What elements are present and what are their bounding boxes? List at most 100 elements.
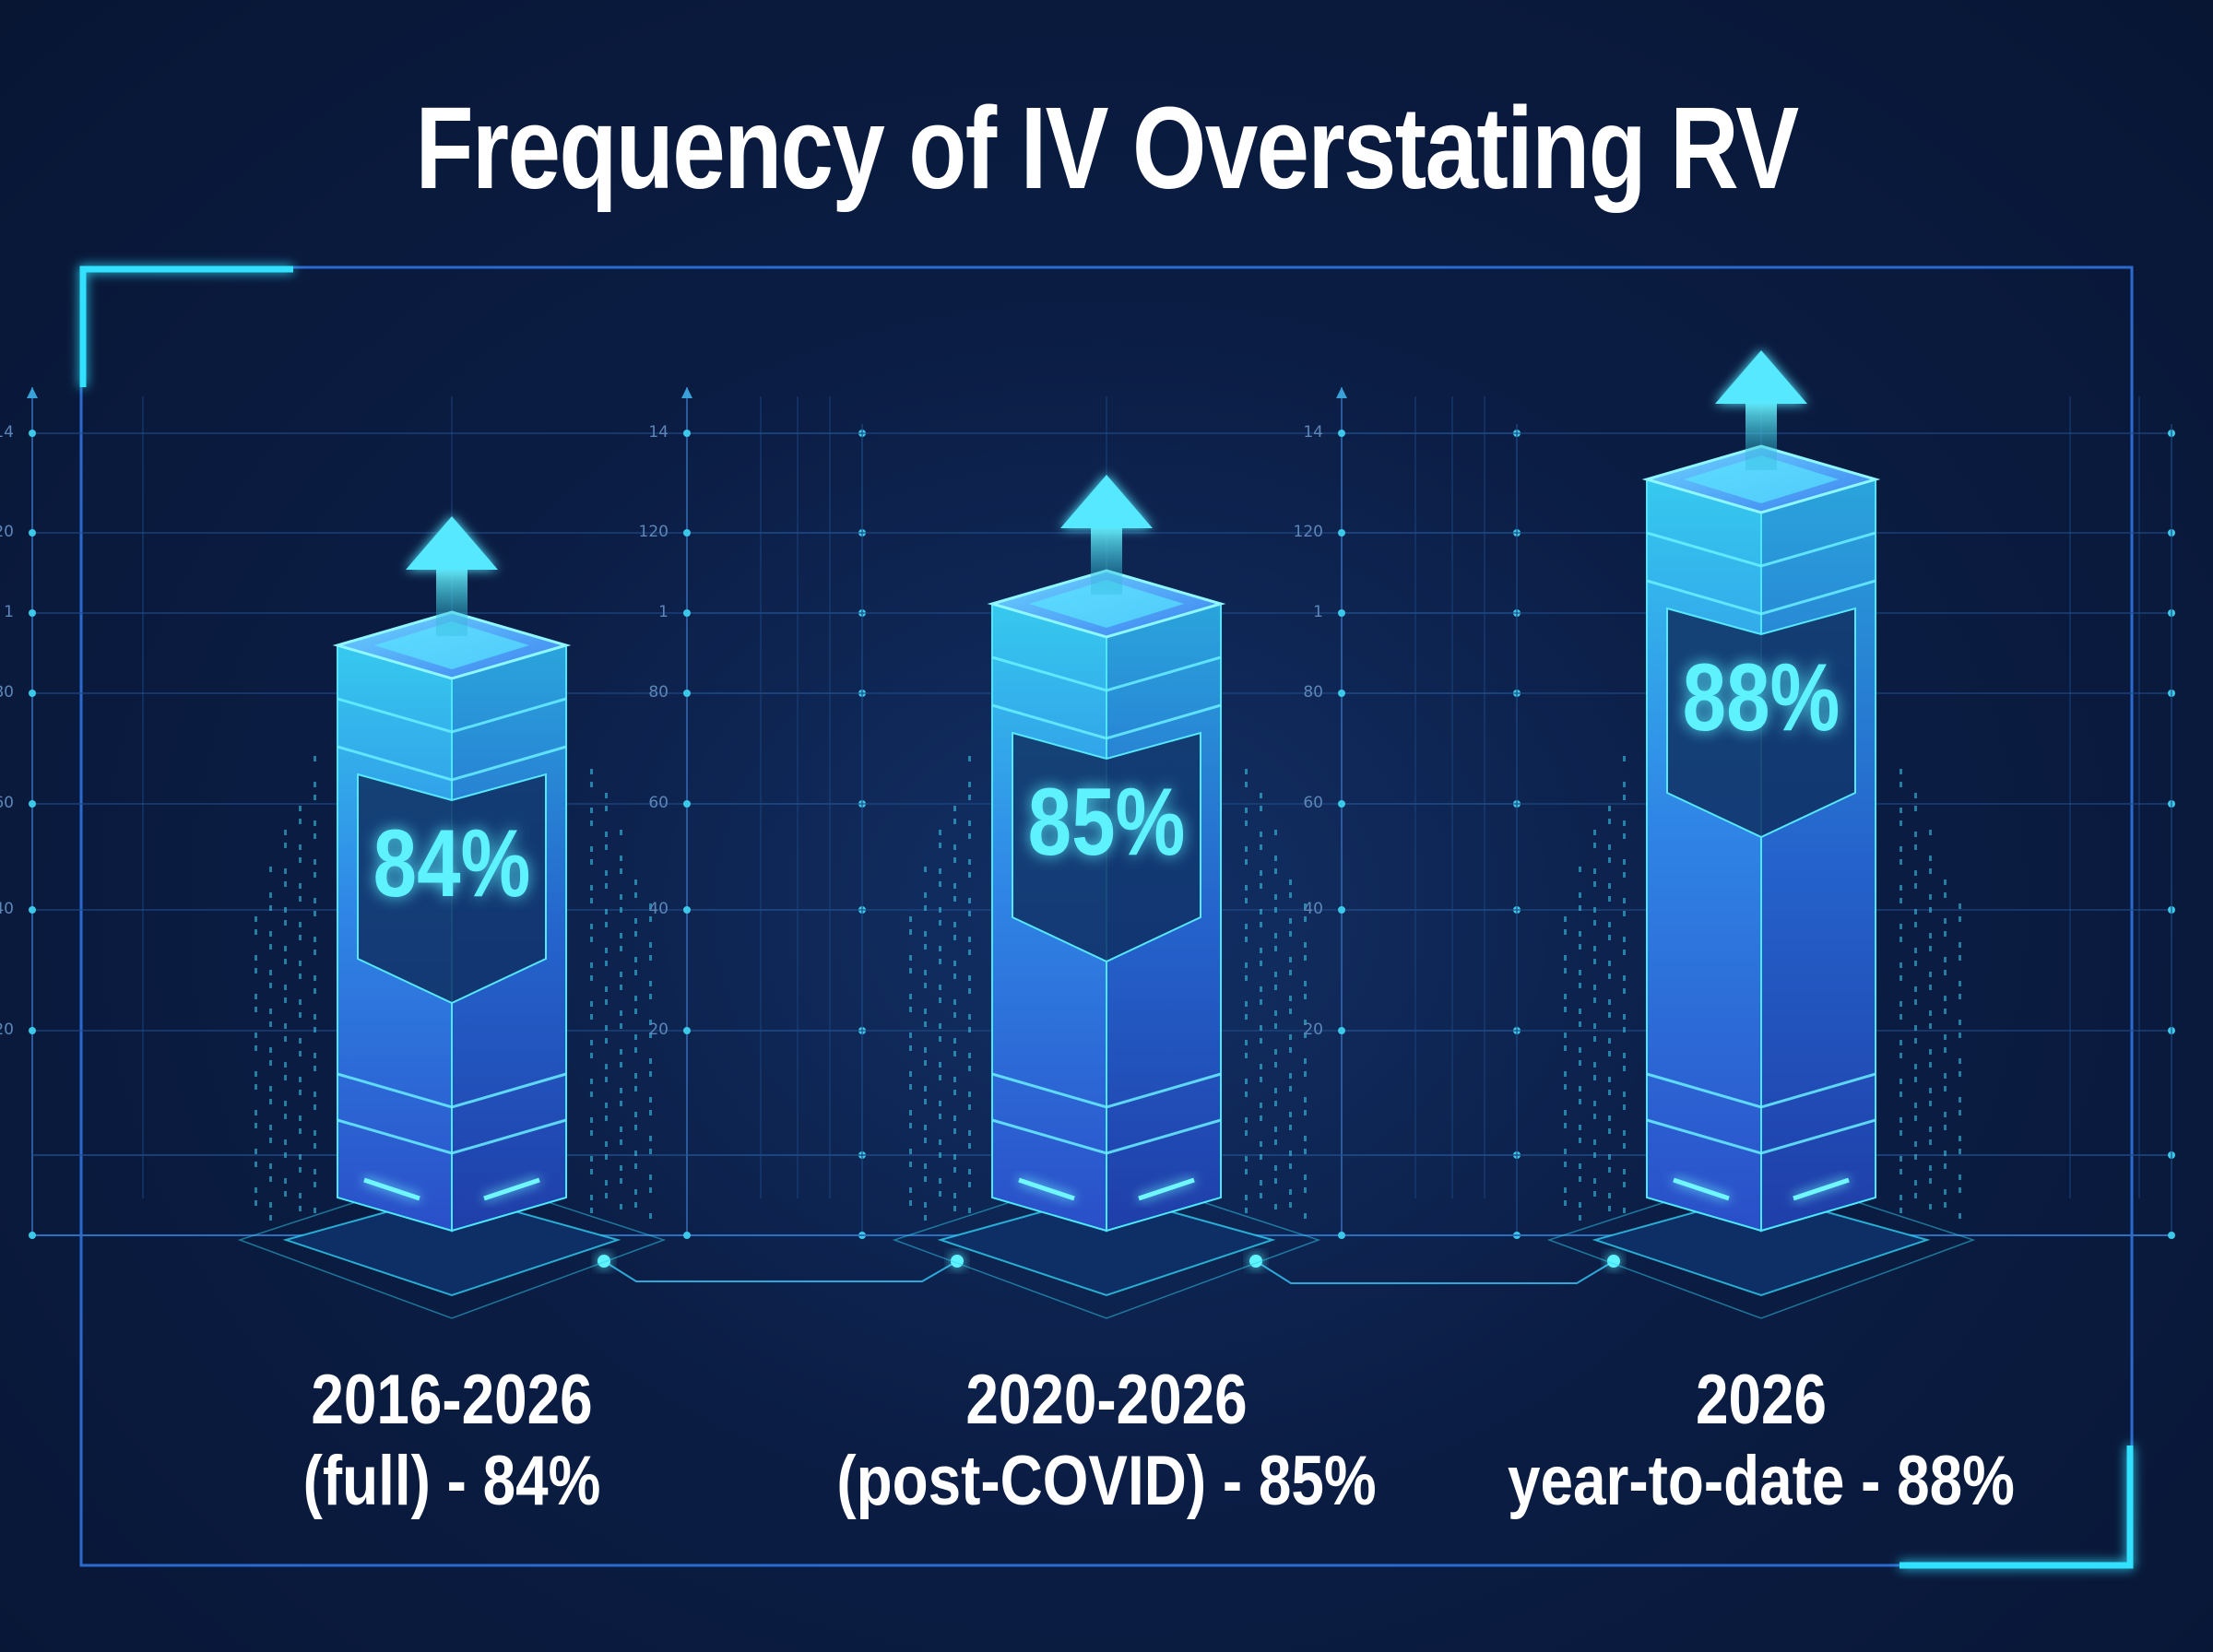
- particle: [299, 1115, 302, 1121]
- particle: [1929, 1010, 1932, 1016]
- particle: [620, 1127, 622, 1132]
- particle: [1274, 1049, 1277, 1055]
- particle: [1245, 820, 1248, 826]
- particle: [1944, 1125, 1947, 1130]
- particle: [314, 898, 316, 903]
- particle: [1623, 1182, 1626, 1187]
- particle: [1608, 1077, 1611, 1082]
- particle: [299, 896, 302, 902]
- particle: [924, 944, 927, 950]
- gridline-dot: [1338, 1027, 1345, 1034]
- particle: [1245, 1117, 1248, 1123]
- particle: [1959, 1071, 1961, 1077]
- bar-band: [1646, 531, 1876, 568]
- particle: [605, 961, 608, 966]
- particle: [939, 1075, 941, 1080]
- particle: [1593, 868, 1596, 874]
- bar-arrow-head: [406, 516, 498, 570]
- particle: [284, 946, 287, 951]
- particle: [1959, 1110, 1961, 1115]
- particle: [620, 1165, 622, 1171]
- particle: [1245, 1040, 1248, 1045]
- particle: [1944, 970, 1947, 975]
- particle: [590, 1014, 593, 1020]
- circuit-line: [603, 1260, 958, 1282]
- particle: [968, 782, 971, 787]
- particle: [269, 1176, 272, 1182]
- particle: [953, 961, 956, 966]
- particle: [1944, 1163, 1947, 1169]
- particle: [953, 974, 956, 979]
- particle: [1274, 946, 1277, 951]
- particle: [1289, 957, 1292, 962]
- category-label-2-period: 2020-2026: [965, 1361, 1248, 1439]
- particle: [299, 1012, 302, 1018]
- particle: [1304, 1058, 1307, 1064]
- particle: [634, 892, 637, 898]
- baseline-dot: [2168, 1232, 2175, 1239]
- particle: [590, 975, 593, 981]
- particle: [968, 859, 971, 865]
- particle: [1959, 1187, 1961, 1193]
- particle: [590, 962, 593, 968]
- particle: [590, 1208, 593, 1213]
- particle: [1289, 1112, 1292, 1117]
- particle: [1593, 1139, 1596, 1145]
- particle: [1245, 1092, 1248, 1097]
- particle: [620, 933, 622, 938]
- particle: [939, 1152, 941, 1158]
- bar-arrow-shaft: [436, 562, 467, 636]
- particle: [968, 937, 971, 942]
- particle: [620, 1023, 622, 1029]
- particle: [1304, 981, 1307, 986]
- particle: [254, 1084, 257, 1090]
- particle: [968, 911, 971, 916]
- particle: [1245, 1130, 1248, 1136]
- particle: [620, 1101, 622, 1106]
- particle: [924, 1009, 927, 1014]
- particle: [909, 1149, 912, 1154]
- particle: [314, 795, 316, 800]
- particle: [284, 1101, 287, 1106]
- particle: [968, 898, 971, 903]
- particle: [1608, 806, 1611, 811]
- tick-label: 40: [1303, 900, 1323, 918]
- particle: [605, 922, 608, 927]
- particle: [1593, 1114, 1596, 1119]
- particle: [909, 1123, 912, 1128]
- particle: [634, 957, 637, 962]
- particle: [620, 907, 622, 913]
- particle: [1944, 931, 1947, 937]
- particle: [1260, 844, 1262, 850]
- particle: [1608, 896, 1611, 902]
- particle: [254, 1071, 257, 1077]
- particle: [1593, 985, 1596, 990]
- particle: [1593, 1062, 1596, 1068]
- particle: [1274, 856, 1277, 861]
- particle: [284, 1075, 287, 1080]
- particle: [1274, 1178, 1277, 1184]
- particle: [1608, 1193, 1611, 1198]
- particle: [1593, 1178, 1596, 1184]
- particle: [1304, 1213, 1307, 1219]
- particle: [1260, 883, 1262, 889]
- particle: [1623, 1066, 1626, 1071]
- particle: [649, 903, 652, 909]
- particle: [1959, 903, 1961, 909]
- particle: [620, 1204, 622, 1210]
- particle: [1579, 1125, 1581, 1130]
- particle: [1289, 1202, 1292, 1208]
- particle: [314, 937, 316, 942]
- particle: [1959, 1174, 1961, 1180]
- particle: [968, 988, 971, 994]
- particle: [269, 970, 272, 975]
- particle: [299, 961, 302, 966]
- particle: [1914, 999, 1917, 1005]
- value-label-1: 84%: [373, 810, 531, 917]
- particle: [634, 1073, 637, 1079]
- tick-label: 40: [0, 900, 14, 918]
- particle: [1914, 961, 1917, 966]
- category-label-3: 2026 year-to-date - 88%: [1490, 1360, 2032, 1522]
- tick-label: 80: [0, 683, 14, 702]
- particle: [953, 1128, 956, 1134]
